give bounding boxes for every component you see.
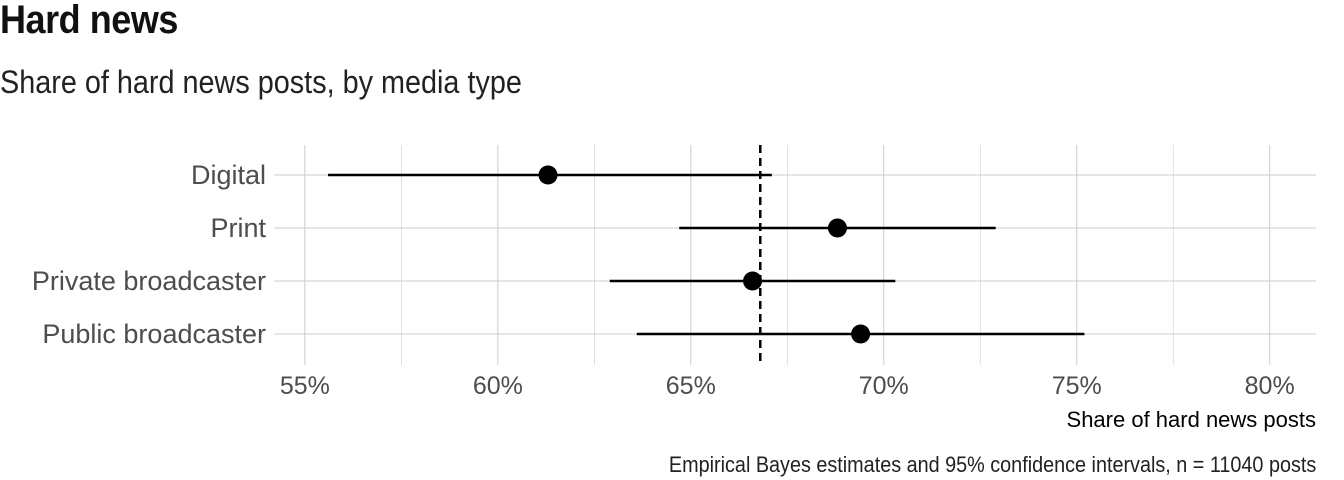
label-layer: 55% 60% 65% 70% 75% 80% Digital Print Private br… [32, 160, 1295, 400]
y-category-label: Print [210, 213, 266, 243]
estimate-point [538, 165, 558, 185]
estimate-point [851, 324, 871, 344]
x-tick-label: 70% [859, 372, 909, 400]
x-axis-title: Share of hard news posts [1067, 407, 1316, 432]
x-tick-label: 75% [1052, 372, 1102, 400]
x-tick-label: 80% [1245, 372, 1295, 400]
chart-title: Hard news [0, 0, 179, 42]
estimate-point [743, 271, 763, 291]
x-tick-label: 65% [666, 372, 716, 400]
point-layer [538, 165, 871, 344]
chart-caption: Empirical Bayes estimates and 95% confid… [668, 452, 1316, 477]
chart-subtitle: Share of hard news posts, by media type [0, 64, 522, 100]
y-category-label: Digital [191, 160, 266, 190]
y-category-label: Public broadcaster [42, 319, 266, 349]
estimate-point [827, 218, 847, 238]
x-tick-label: 60% [473, 372, 523, 400]
x-tick-label: 55% [280, 372, 330, 400]
grid-layer [274, 145, 1316, 365]
y-category-label: Private broadcaster [32, 266, 266, 296]
whisker-layer [328, 173, 1085, 336]
